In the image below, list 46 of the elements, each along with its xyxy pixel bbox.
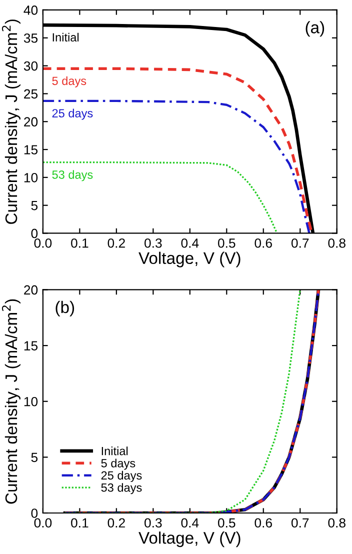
legend-label: 53 days [101, 483, 142, 494]
y-tick-label: 0 [31, 228, 38, 238]
y-axis-title: Current density, J (mA/cm$^{2}$) [2, 299, 20, 504]
x-tick-label: 0.6 [254, 518, 272, 528]
x-tick-label: 0.2 [108, 518, 125, 528]
series-label: 53 days [52, 170, 93, 182]
x-tick-label: 0.1 [71, 238, 88, 248]
legend-label: 5 days [101, 458, 136, 470]
x-tick-label: 0.3 [144, 518, 162, 528]
x-tick-label: 0.2 [108, 238, 125, 248]
x-tick-label: 0.7 [291, 238, 309, 248]
y-axis-title: Current density, J (mA/cm$^{2}$) [2, 20, 20, 224]
x-tick-label: 0.5 [218, 238, 236, 248]
x-tick-label: 0.0 [34, 238, 52, 248]
y-tick-label: 0 [31, 508, 38, 518]
y-tick-label: 5 [31, 452, 38, 462]
y-tick-label: 10 [24, 396, 38, 406]
y-tick-label: 25 [24, 89, 38, 99]
y-tick-label: 30 [24, 61, 38, 71]
y-tick-label: 20 [24, 285, 38, 295]
series-label: 5 days [52, 76, 86, 88]
y-tick-label: 40 [24, 6, 38, 15]
x-tick-label: 0.7 [291, 518, 309, 528]
x-tick-label: 0.8 [328, 238, 346, 248]
annotation: (a) [306, 21, 324, 37]
x-tick-label: 0.5 [218, 518, 236, 528]
annotation: (b) [56, 300, 74, 316]
series-label: Initial [52, 32, 79, 42]
y-tick-label: 10 [24, 172, 38, 182]
series-label: 25 days [52, 108, 93, 120]
y-tick-label: 15 [24, 341, 38, 350]
x-tick-label: 0.0 [34, 518, 52, 528]
x-axis-title: Voltage, V (V) [138, 252, 240, 268]
x-tick-label: 0.3 [144, 238, 162, 248]
x-tick-label: 0.4 [181, 238, 199, 248]
x-tick-label: 0.1 [71, 518, 88, 528]
y-tick-label: 35 [24, 33, 38, 43]
y-tick-label: 15 [24, 145, 38, 154]
x-tick-label: 0.4 [181, 518, 199, 528]
x-tick-label: 0.6 [254, 238, 272, 248]
y-tick-label: 20 [24, 117, 38, 127]
x-axis-title: Voltage, V (V) [138, 532, 240, 548]
y-tick-label: 5 [31, 201, 38, 210]
legend-label: Initial [102, 446, 128, 456]
x-tick-label: 0.8 [328, 518, 346, 528]
legend-label: 25 days [101, 470, 142, 482]
